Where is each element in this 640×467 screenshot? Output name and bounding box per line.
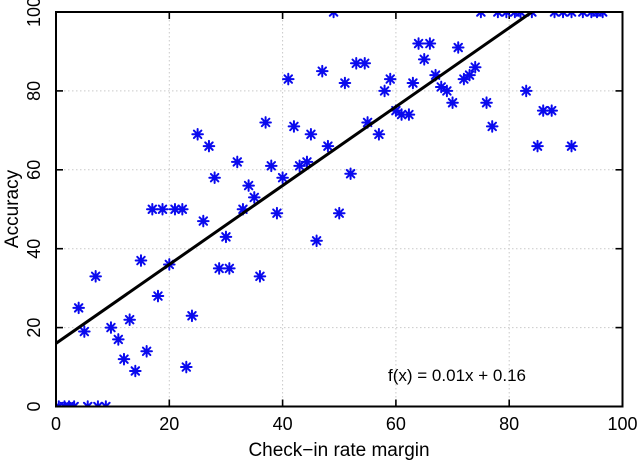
data-point-marker <box>378 84 391 98</box>
x-tick-label: 80 <box>499 414 519 434</box>
fit-line <box>56 12 533 345</box>
data-point-marker <box>287 120 301 133</box>
data-point-marker <box>230 155 244 169</box>
data-point-marker <box>300 155 314 169</box>
x-axis-title: Check−in rate margin <box>248 440 429 461</box>
y-tick-label: 100 <box>24 0 44 27</box>
data-point-marker <box>247 191 261 204</box>
data-point-marker <box>338 76 352 90</box>
data-point-marker <box>123 313 136 327</box>
data-point-marker <box>565 139 578 153</box>
data-point-marker <box>179 360 193 374</box>
fit-equation-label: f(x) = 0.01x + 0.16 <box>388 366 526 385</box>
data-point-marker <box>223 262 236 275</box>
data-point-marker <box>310 234 323 248</box>
data-point-marker <box>89 270 102 283</box>
data-point-marker <box>112 333 125 346</box>
data-point-marker <box>293 159 306 173</box>
data-point-marker <box>468 60 482 74</box>
data-point-marker <box>372 127 386 141</box>
data-point-marker <box>276 171 289 184</box>
data-point-marker <box>146 202 159 216</box>
data-point-marker <box>253 270 267 283</box>
data-point-marker <box>395 108 408 121</box>
data-point-marker <box>402 108 416 121</box>
data-point-marker <box>176 202 189 216</box>
data-point-marker <box>406 76 420 90</box>
data-point-marker <box>480 96 493 110</box>
data-point-marker <box>389 104 403 117</box>
data-point-marker <box>531 139 544 153</box>
data-point-marker <box>281 72 295 86</box>
data-point-marker <box>463 68 476 82</box>
data-point-marker <box>212 262 226 275</box>
y-axis-title: Accuracy <box>2 169 23 248</box>
data-point-marker <box>196 214 210 228</box>
data-point-marker <box>429 68 442 82</box>
data-point-marker <box>361 116 374 129</box>
data-point-marker <box>202 139 216 153</box>
data-point-marker <box>151 289 165 303</box>
data-point-marker <box>242 179 255 192</box>
data-point-marker <box>434 80 448 94</box>
data-point-marker <box>129 364 142 378</box>
data-point-marker <box>332 206 346 220</box>
x-tick-label: 0 <box>51 414 61 434</box>
data-point-marker <box>358 56 372 70</box>
data-point-marker <box>545 104 558 117</box>
plot-border <box>55 11 624 408</box>
data-point-marker <box>264 159 278 173</box>
y-tick-label: 0 <box>24 401 44 411</box>
x-tick-label: 60 <box>386 414 406 434</box>
data-point-marker <box>417 53 431 66</box>
y-tick-label: 40 <box>24 239 44 259</box>
y-tick-label: 80 <box>24 81 44 101</box>
data-point-marker <box>191 127 204 141</box>
data-point-marker <box>457 72 471 86</box>
y-tick-label: 60 <box>24 160 44 180</box>
x-tick-label: 40 <box>273 414 293 434</box>
data-point-marker <box>140 344 153 358</box>
data-point-marker <box>304 127 318 141</box>
data-point-marker <box>270 206 284 220</box>
data-point-marker <box>259 116 272 129</box>
data-point-marker <box>383 72 397 86</box>
data-point-marker <box>236 202 250 216</box>
data-point-marker <box>156 202 169 216</box>
data-point-marker <box>321 139 335 153</box>
data-point-marker <box>451 41 465 54</box>
data-point-marker <box>446 96 459 110</box>
data-point-marker <box>219 230 233 244</box>
scatter-points <box>56 12 609 407</box>
data-point-marker <box>344 167 357 181</box>
data-point-marker <box>440 84 454 98</box>
data-point-marker <box>519 84 533 98</box>
data-point-marker <box>485 120 499 133</box>
data-point-marker <box>78 325 91 338</box>
data-point-marker <box>536 104 550 117</box>
data-point-marker <box>349 56 363 70</box>
data-point-marker <box>208 171 221 184</box>
data-point-marker <box>423 37 437 50</box>
data-point-marker <box>134 254 148 267</box>
fit-line-layer <box>56 12 533 345</box>
data-point-marker <box>185 309 199 323</box>
data-point-marker <box>412 37 425 50</box>
data-point-marker <box>168 202 182 216</box>
data-point-marker <box>104 321 118 334</box>
data-point-marker <box>72 301 85 315</box>
data-point-marker <box>117 352 131 366</box>
x-tick-label: 20 <box>159 414 179 434</box>
data-point-marker <box>315 64 329 78</box>
y-tick-label: 20 <box>24 318 44 338</box>
x-tick-label: 100 <box>607 414 637 434</box>
